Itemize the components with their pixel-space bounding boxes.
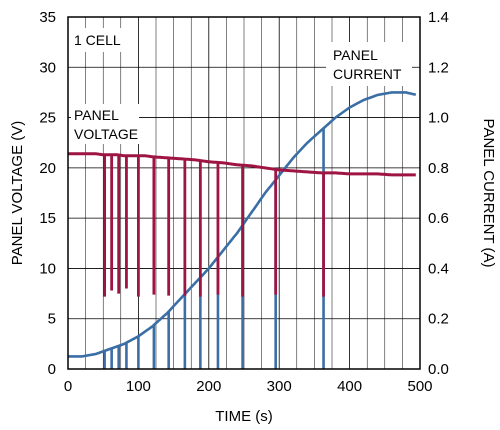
y-right-tick-labels: 0.0 0.2 0.4 0.6 0.8 1.0 1.2 1.4 [428,9,449,378]
y-left-tick-label: 35 [39,9,56,26]
y-left-tick-label: 15 [39,210,56,227]
x-axis-title: TIME (s) [215,408,273,425]
y-right-tick-label: 1.0 [428,110,449,127]
y-right-tick-label: 0.0 [428,361,449,378]
y-right-tick-label: 1.2 [428,59,449,76]
x-tick-label: 500 [407,378,432,395]
annotation-voltage-line2: VOLTAGE [74,126,138,142]
x-tick-labels: 0 100 200 300 400 500 [64,378,433,395]
y-left-tick-label: 0 [48,361,56,378]
annotation-current-line1: PANEL [333,47,378,63]
y-right-tick-label: 0.4 [428,260,449,277]
x-tick-label: 100 [126,378,151,395]
x-tick-label: 200 [196,378,221,395]
y-right-tick-label: 0.6 [428,210,449,227]
y-right-tick-label: 0.8 [428,160,449,177]
x-tick-label: 0 [64,378,72,395]
y-left-tick-label: 5 [48,311,56,328]
annotations: 1 CELL PANEL VOLTAGE PANEL CURRENT [71,28,412,144]
y-left-axis-title: PANEL VOLTAGE (V) [9,121,26,265]
annotation-voltage-line1: PANEL [74,107,119,123]
x-tick-label: 400 [337,378,362,395]
x-tick-label: 300 [267,378,292,395]
series-layer [67,91,417,369]
y-right-tick-label: 0.2 [428,311,449,328]
y-left-tick-label: 10 [39,260,56,277]
annotation-current-line2: CURRENT [333,66,402,82]
plot-frame [67,16,421,370]
y-left-tick-labels: 0 5 10 15 20 25 30 35 [39,9,56,378]
y-left-tick-label: 30 [39,59,56,76]
y-right-tick-label: 1.4 [428,9,449,26]
annotation-cell: 1 CELL [74,32,121,48]
y-left-tick-label: 20 [39,160,56,177]
y-right-axis-title: PANEL CURRENT (A) [480,119,497,268]
y-left-tick-label: 25 [39,110,56,127]
